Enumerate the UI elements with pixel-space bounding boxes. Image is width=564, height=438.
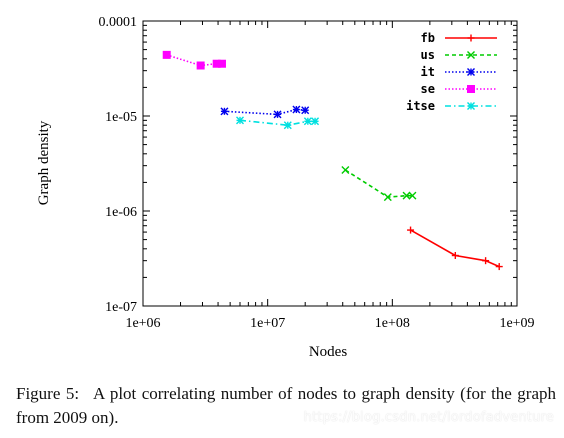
y-tick-label: 1e-07 <box>105 300 137 315</box>
data-point-itse <box>311 117 320 126</box>
legend-label-fb: fb <box>421 31 435 45</box>
y-tick-label: 0.0001 <box>99 15 138 30</box>
series-line-it <box>224 108 306 116</box>
x-axis-label: Nodes <box>309 344 347 360</box>
caption-text: A plot correlating number of nodes to gr… <box>16 384 556 427</box>
series-it <box>220 105 310 119</box>
y-axis-label: Graph density <box>36 120 52 205</box>
data-point-itse <box>303 117 312 126</box>
legend-marker-fb <box>467 34 475 42</box>
tick-labels: 1e+06 1e+07 1e+08 1e+09 0.0001 1e-05 1e-06 1e-0… <box>99 15 535 331</box>
x-tick-label: 1e+09 <box>499 316 534 331</box>
data-point-us <box>383 193 392 202</box>
data-point-fb <box>482 257 490 265</box>
series-itse <box>236 116 320 130</box>
data-point-us <box>408 191 417 200</box>
caption-label: Figure 5: <box>16 384 80 403</box>
data-point-it <box>273 110 282 119</box>
series-layer <box>162 50 503 271</box>
series-line-fb <box>410 229 500 268</box>
x-tick-label: 1e+08 <box>375 316 410 331</box>
series-us <box>341 166 417 202</box>
legend-marker-us <box>467 51 475 59</box>
y-tick-label: 1e-06 <box>105 205 137 220</box>
chart: 1e+06 1e+07 1e+08 1e+09 0.0001 1e-05 1e-06 1e-0… <box>36 15 535 360</box>
x-tick-label: 1e+06 <box>125 316 160 331</box>
data-point-us <box>402 191 411 200</box>
legend-label-se: se <box>421 82 435 96</box>
series-line-se <box>166 54 222 67</box>
data-point-it <box>292 105 301 114</box>
data-point-fb <box>451 252 459 260</box>
data-point-it <box>220 107 229 116</box>
axis-ticks <box>142 20 518 307</box>
data-point-fb <box>407 226 415 234</box>
series-line-itse <box>239 119 316 127</box>
watermark: https://blog.csdn.net/lordofadventure <box>303 410 554 425</box>
y-tick-label: 1e-05 <box>105 110 137 125</box>
legend-label-itse: itse <box>406 99 435 113</box>
data-point-itse <box>283 121 292 130</box>
data-point-us <box>341 166 350 175</box>
data-point-it <box>301 106 310 115</box>
x-tick-label: 1e+07 <box>250 316 285 331</box>
data-point-itse <box>236 116 245 125</box>
data-point-se <box>196 61 205 70</box>
series-se <box>162 50 226 70</box>
series-line-us <box>344 169 413 198</box>
figure-caption: Figure 5: A plot correlating number of no… <box>16 382 556 430</box>
series-fb <box>407 226 503 271</box>
legend-label-it: it <box>421 65 435 79</box>
legend-marker-itse <box>467 102 475 110</box>
legend-marker-se <box>467 85 475 93</box>
data-point-se <box>162 50 171 59</box>
legend-marker-it <box>467 68 475 76</box>
data-point-fb <box>495 263 503 271</box>
legend-label-us: us <box>421 48 435 62</box>
plot-frame <box>142 20 518 307</box>
data-point-se <box>217 59 226 68</box>
